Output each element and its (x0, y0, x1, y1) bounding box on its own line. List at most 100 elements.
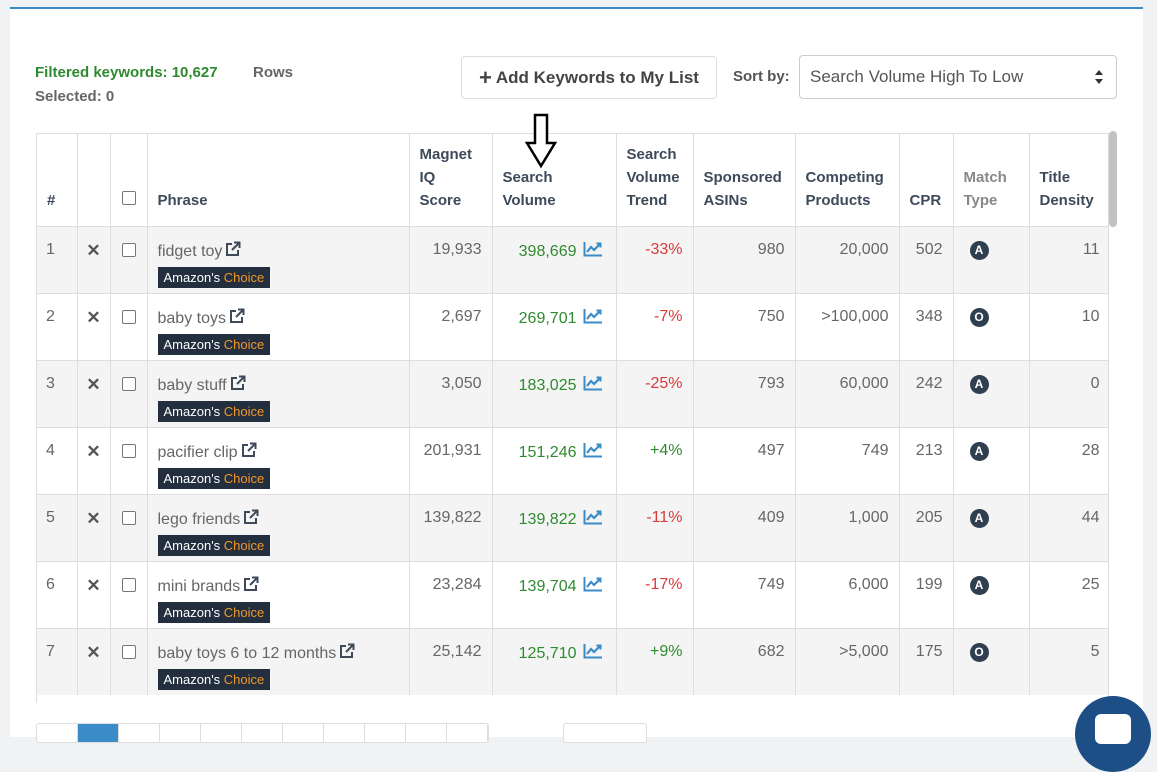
page-link[interactable] (406, 724, 447, 742)
table-row: 7 ✕ baby toys 6 to 12 months Amazon's Ch… (37, 627, 1108, 695)
page-current[interactable] (78, 724, 119, 742)
remove-icon[interactable]: ✕ (77, 560, 111, 628)
row-select-cell (110, 493, 148, 561)
competing-products: 60,000 (795, 359, 900, 427)
search-volume-value: 139,704 (518, 577, 577, 595)
table-scrollbar[interactable] (1109, 131, 1117, 227)
page-link[interactable] (201, 724, 242, 742)
match-type-badge: A (969, 441, 989, 461)
rows-per-page-select[interactable] (563, 723, 647, 743)
external-link-icon[interactable] (243, 576, 259, 592)
trend-chart-icon[interactable] (583, 241, 603, 257)
remove-icon[interactable]: ✕ (77, 627, 111, 695)
page-link[interactable] (242, 724, 283, 742)
table-row: 1 ✕ fidget toy Amazon's Choice 19,933 39… (37, 225, 1108, 293)
remove-icon[interactable]: ✕ (77, 493, 111, 561)
phrase-text[interactable]: baby stuff (157, 376, 227, 394)
row-checkbox[interactable] (121, 644, 136, 659)
page-next[interactable] (447, 724, 488, 742)
trend-chart-icon[interactable] (583, 509, 603, 525)
table-header-row: # Phrase Magnet IQ Score Search Volume Sear… (37, 134, 1108, 226)
amazons-choice-badge: Amazon's Choice (157, 601, 271, 623)
badge-choice: Choice (223, 604, 265, 620)
table-row: 4 ✕ pacifier clip Amazon's Choice 201,93… (37, 426, 1108, 494)
keywords-table: # Phrase Magnet IQ Score Search Volume Sear… (36, 133, 1109, 703)
page-prev[interactable] (37, 724, 78, 742)
external-link-icon[interactable] (225, 241, 241, 257)
sort-select[interactable]: Search Volume High To Low (799, 55, 1117, 99)
match-type-cell: O (953, 627, 1030, 695)
table-row: 6 ✕ mini brands Amazon's Choice 23,284 1… (37, 560, 1108, 628)
phrase-cell: pacifier clip Amazon's Choice (147, 426, 410, 494)
row-checkbox[interactable] (121, 242, 136, 257)
row-select-cell (110, 627, 148, 695)
title-density: 11 (1029, 225, 1108, 293)
trend-chart-icon[interactable] (583, 375, 603, 391)
competing-products: 749 (795, 426, 900, 494)
badge-brand: Amazon's (163, 470, 221, 486)
row-checkbox[interactable] (121, 510, 136, 525)
remove-icon[interactable]: ✕ (77, 359, 111, 427)
page-link[interactable] (283, 724, 324, 742)
match-type-badge: A (969, 508, 989, 528)
select-all-checkbox[interactable] (121, 190, 136, 205)
phrase-cell: baby stuff Amazon's Choice (147, 359, 410, 427)
trend-chart-icon[interactable] (583, 643, 603, 659)
phrase-text[interactable]: lego friends (157, 510, 241, 528)
search-volume-value: 183,025 (518, 376, 577, 394)
col-select-all[interactable] (110, 134, 148, 226)
col-phrase[interactable]: Phrase (147, 134, 410, 226)
phrase-text[interactable]: baby toys 6 to 12 months (157, 644, 337, 662)
sponsored-asins: 980 (693, 225, 796, 293)
match-type-badge: A (969, 374, 989, 394)
amazons-choice-badge: Amazon's Choice (157, 400, 271, 422)
external-link-icon[interactable] (243, 509, 259, 525)
col-cpr[interactable]: CPR (899, 134, 954, 226)
search-volume-cell: 183,025 (492, 359, 617, 427)
page-link[interactable] (365, 724, 406, 742)
cpr-value: 242 (899, 359, 954, 427)
table-row: 2 ✕ baby toys Amazon's Choice 2,697 269,… (37, 292, 1108, 360)
row-checkbox[interactable] (121, 577, 136, 592)
badge-choice: Choice (223, 671, 265, 687)
col-competing-products[interactable]: Competing Products (795, 134, 900, 226)
badge-brand: Amazon's (163, 269, 221, 285)
external-link-icon[interactable] (339, 643, 355, 659)
col-search-volume-trend[interactable]: Search Volume Trend (616, 134, 694, 226)
page-link[interactable] (119, 724, 160, 742)
row-checkbox[interactable] (121, 443, 136, 458)
sort-select-value: Search Volume High To Low (810, 67, 1024, 86)
external-link-icon[interactable] (229, 308, 245, 324)
row-checkbox[interactable] (121, 376, 136, 391)
remove-icon[interactable]: ✕ (77, 292, 111, 360)
title-density: 44 (1029, 493, 1108, 561)
trend-chart-icon[interactable] (583, 442, 603, 458)
row-select-cell (110, 560, 148, 628)
col-index[interactable]: # (37, 134, 78, 226)
match-type-cell: A (953, 493, 1030, 561)
external-link-icon[interactable] (230, 375, 246, 391)
trend-chart-icon[interactable] (583, 576, 603, 592)
table-row: 5 ✕ lego friends Amazon's Choice 139,822… (37, 493, 1108, 561)
col-search-volume[interactable]: Search Volume (492, 134, 617, 226)
rows-label[interactable]: Rows (253, 64, 294, 81)
page-link[interactable] (324, 724, 365, 742)
chat-icon[interactable] (1075, 696, 1151, 772)
phrase-text[interactable]: mini brands (157, 577, 241, 595)
phrase-text[interactable]: pacifier clip (157, 443, 238, 461)
page-link[interactable] (160, 724, 201, 742)
col-sponsored-asins[interactable]: Sponsored ASINs (693, 134, 796, 226)
phrase-text[interactable]: baby toys (157, 309, 226, 327)
row-index: 1 (37, 225, 78, 293)
add-keywords-button[interactable]: + Add Keywords to My List (461, 56, 717, 99)
title-density: 0 (1029, 359, 1108, 427)
remove-icon[interactable]: ✕ (77, 426, 111, 494)
magnet-iq-score: 139,822 (409, 493, 493, 561)
col-magnet-iq-score[interactable]: Magnet IQ Score (409, 134, 493, 226)
phrase-text[interactable]: fidget toy (157, 242, 223, 260)
trend-chart-icon[interactable] (583, 308, 603, 324)
col-title-density[interactable]: Title Density (1029, 134, 1108, 226)
remove-icon[interactable]: ✕ (77, 225, 111, 293)
external-link-icon[interactable] (241, 442, 257, 458)
row-checkbox[interactable] (121, 309, 136, 324)
